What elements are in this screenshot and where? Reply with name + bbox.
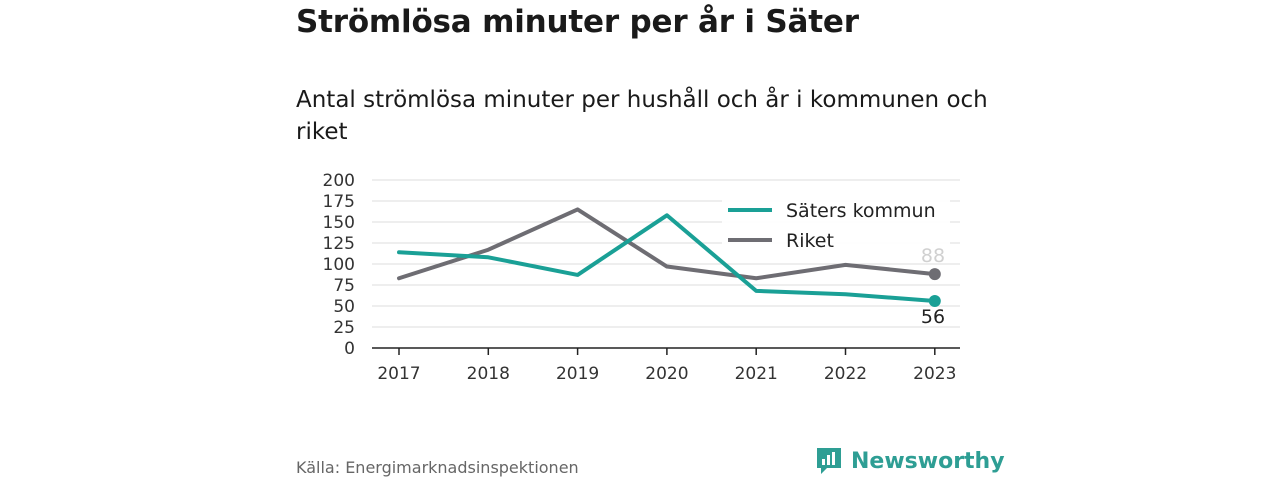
y-tick-label: 0 (344, 339, 355, 359)
x-tick-label: 2019 (556, 364, 599, 384)
y-tick-label: 150 (323, 213, 355, 233)
x-tick-label: 2022 (824, 364, 867, 384)
source-note: Källa: Energimarknadsinspektionen (296, 458, 579, 477)
brand-logo[interactable]: Newsworthy (815, 446, 1005, 476)
newsworthy-logo-icon (817, 448, 841, 474)
legend-label-riket: Riket (786, 230, 834, 252)
y-tick-label: 75 (333, 276, 355, 296)
end-label-kommun: 56 (921, 306, 945, 328)
series-line-kommun (397, 213, 937, 303)
x-tick-label: 2017 (377, 364, 420, 384)
chart-title: Strömlösa minuter per år i Säter (296, 4, 859, 40)
series-line-riket (397, 207, 937, 281)
brand-name: Newsworthy (851, 448, 1005, 474)
series-lines (397, 207, 941, 307)
x-tick-label: 2021 (735, 364, 778, 384)
x-tick-label: 2023 (913, 364, 956, 384)
x-tick-label: 2018 (467, 364, 510, 384)
y-tick-label: 25 (333, 318, 355, 338)
legend-label-kommun: Säters kommun (786, 200, 936, 222)
y-tick-label: 200 (323, 171, 355, 191)
end-point-riket (928, 268, 941, 281)
end-label-riket: 88 (921, 245, 945, 267)
y-tick-label: 125 (323, 234, 355, 254)
x-tick-label: 2020 (645, 364, 688, 384)
legend-background (722, 196, 950, 258)
y-tick-label: 175 (323, 192, 355, 212)
legend: Säters kommun Riket (722, 196, 950, 258)
end-point-kommun (928, 294, 941, 307)
y-tick-label: 50 (333, 297, 355, 317)
chart-subtitle: Antal strömlösa minuter per hushåll och … (296, 87, 988, 145)
x-axis-ticks: 2017 2018 2019 2020 2021 2022 2023 (377, 348, 956, 384)
y-tick-label: 100 (323, 255, 355, 275)
